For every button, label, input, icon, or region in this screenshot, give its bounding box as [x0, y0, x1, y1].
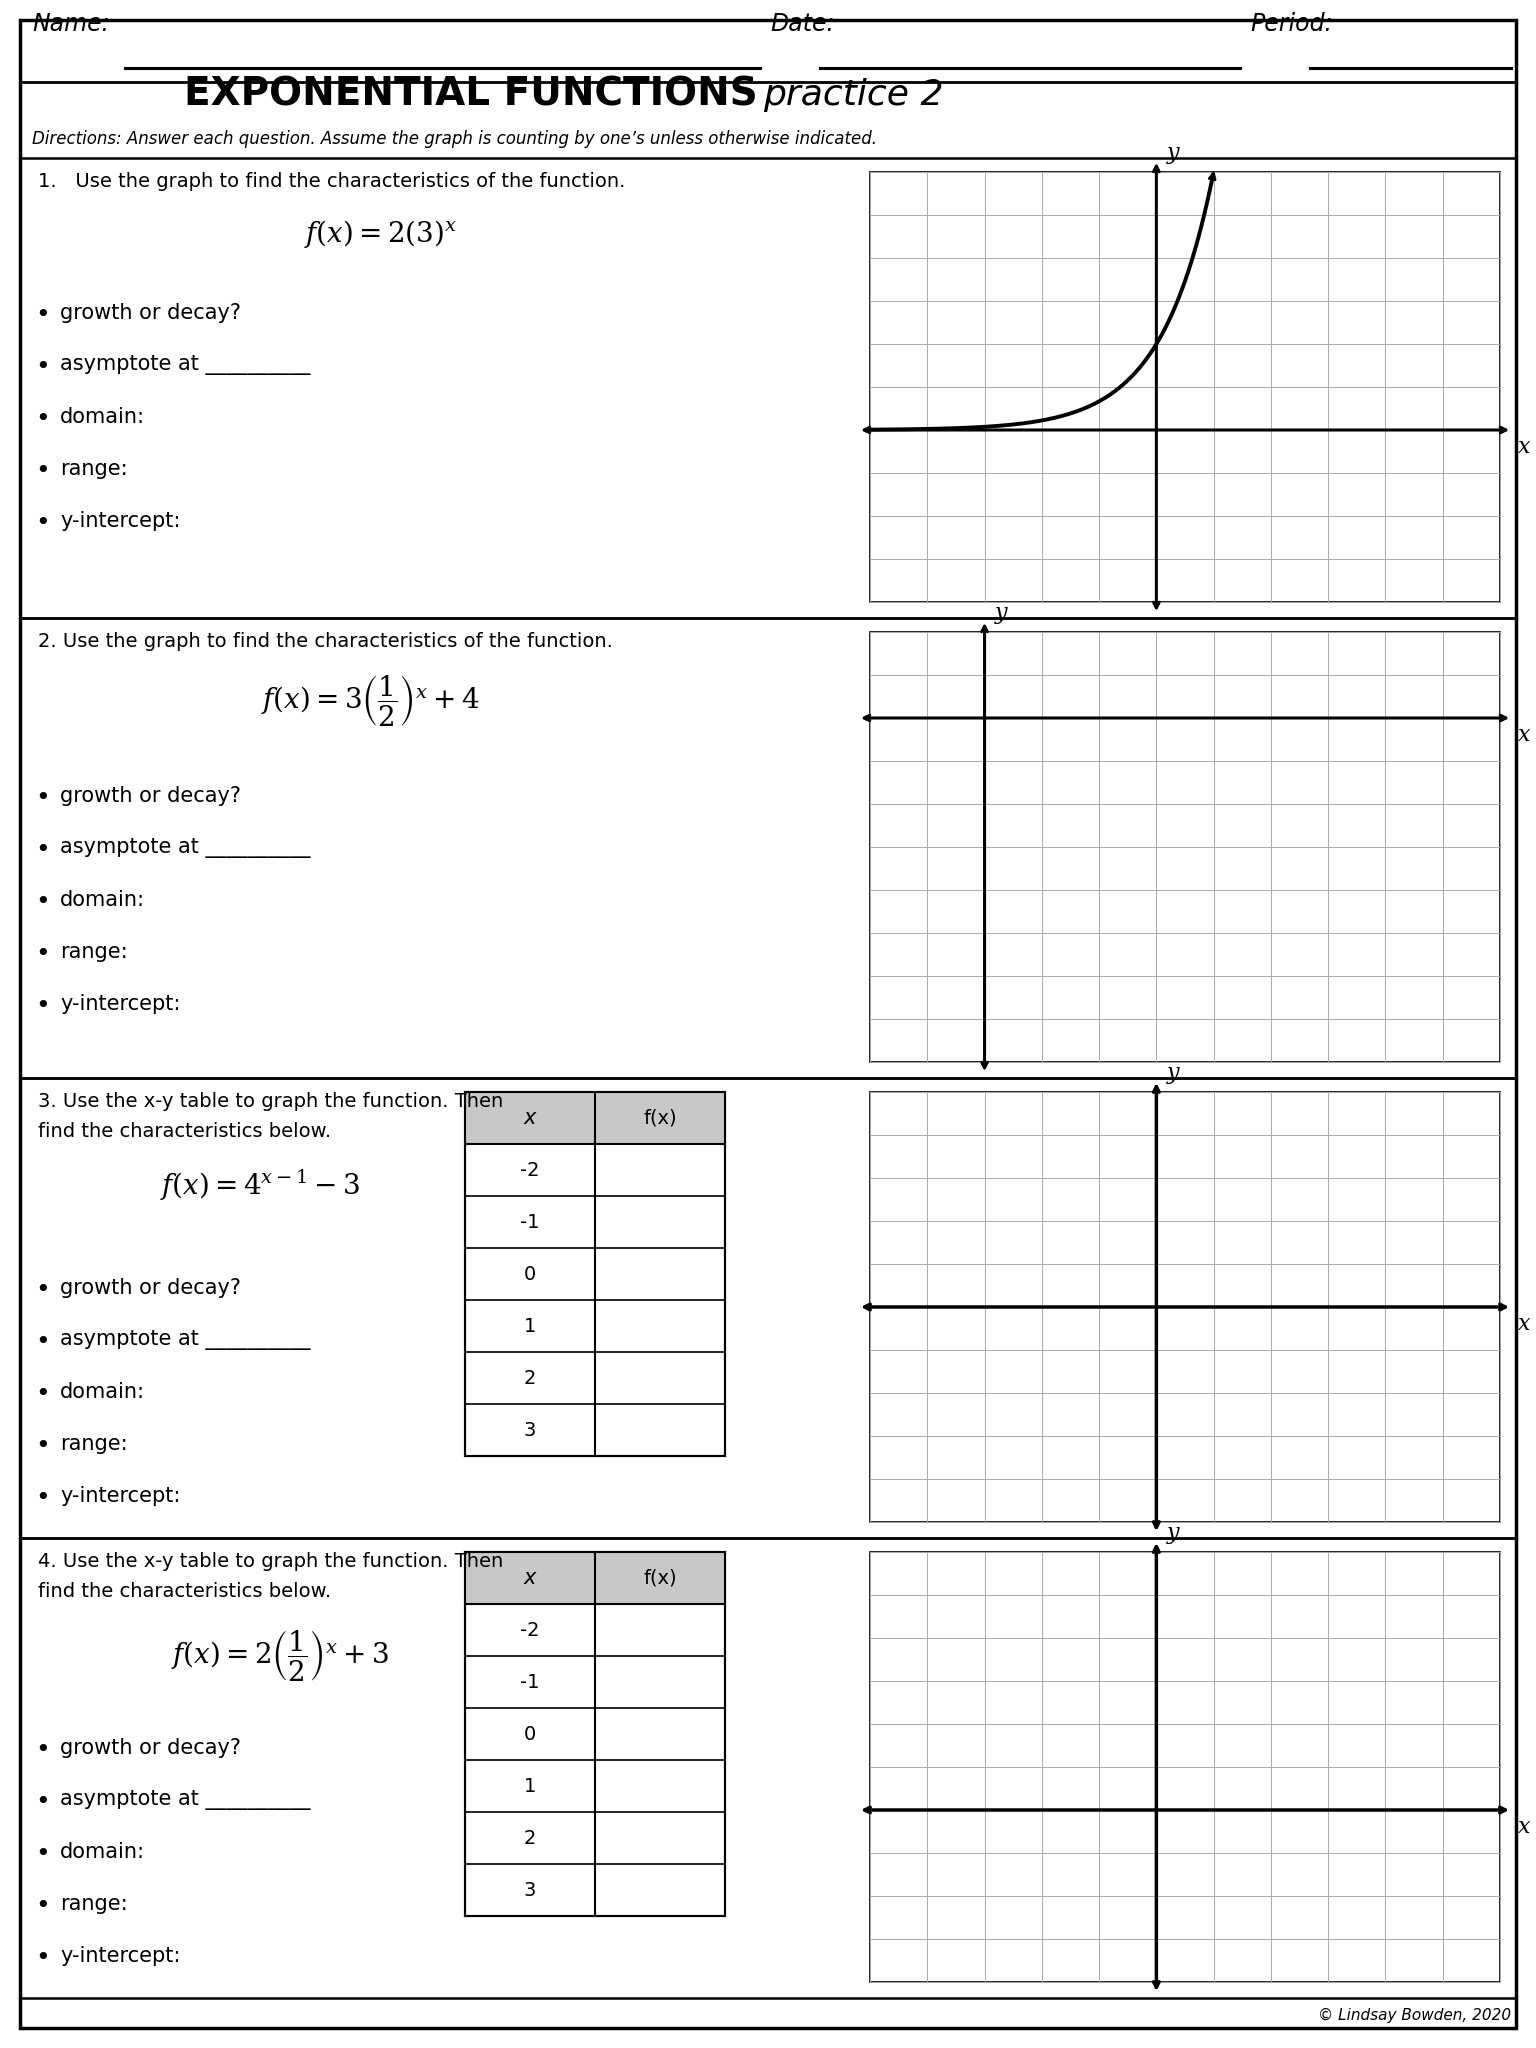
Text: •: • [35, 1487, 49, 1509]
Text: y-intercept:: y-intercept: [60, 512, 180, 530]
Text: asymptote at __________: asymptote at __________ [60, 1329, 310, 1350]
Text: $f(x) = 4^{x-1} - 3$: $f(x) = 4^{x-1} - 3$ [160, 1167, 359, 1204]
Text: range:: range: [60, 459, 127, 479]
Text: •: • [35, 1329, 49, 1354]
Bar [869, 172, 1501, 602]
Text: f(x): f(x) [644, 1569, 677, 1587]
Text: •: • [35, 1739, 49, 1761]
Text: domain:: domain: [60, 1382, 144, 1403]
Text: find the characteristics below.: find the characteristics below. [38, 1581, 332, 1602]
Text: x: x [1518, 436, 1530, 459]
Text: growth or decay?: growth or decay? [60, 303, 241, 324]
Text: x: x [1518, 725, 1530, 745]
Bar [20, 618, 1516, 1077]
Text: •: • [35, 1841, 49, 1866]
Text: •: • [35, 1382, 49, 1407]
Text: y-intercept:: y-intercept: [60, 1946, 180, 1966]
Text: y-intercept:: y-intercept: [60, 1487, 180, 1505]
Bar [20, 1077, 1516, 1538]
Text: 3: 3 [524, 1421, 536, 1440]
Text: growth or decay?: growth or decay? [60, 1278, 241, 1298]
Text: •: • [35, 891, 49, 913]
Text: 3. Use the x-y table to graph the function. Then: 3. Use the x-y table to graph the functi… [38, 1092, 504, 1110]
Text: asymptote at __________: asymptote at __________ [60, 354, 310, 375]
Text: $f(x) = 2\left(\dfrac{1}{2}\right)^{x} + 3$: $f(x) = 2\left(\dfrac{1}{2}\right)^{x} +… [170, 1628, 389, 1683]
Text: -1: -1 [521, 1673, 539, 1692]
Text: 0: 0 [524, 1724, 536, 1743]
Bar [869, 633, 1501, 1063]
Bar [869, 1092, 1501, 1522]
Text: asymptote at __________: asymptote at __________ [60, 1790, 310, 1810]
Text: practice 2: practice 2 [763, 78, 943, 113]
Bar [465, 1552, 725, 1917]
Text: •: • [35, 1946, 49, 1970]
Text: growth or decay?: growth or decay? [60, 786, 241, 807]
Text: 4. Use the x-y table to graph the function. Then: 4. Use the x-y table to graph the functi… [38, 1552, 504, 1571]
Bar [20, 1538, 1516, 1999]
Text: -1: -1 [521, 1212, 539, 1231]
Text: range:: range: [60, 942, 127, 963]
Text: •: • [35, 942, 49, 967]
Text: y: y [1166, 1063, 1180, 1083]
Text: 0: 0 [524, 1264, 536, 1284]
Text: domain:: domain: [60, 891, 144, 909]
Text: x: x [1518, 1313, 1530, 1335]
Text: Directions: Answer each question. Assume the graph is counting by one’s unless o: Directions: Answer each question. Assume… [32, 129, 877, 147]
Bar [465, 1092, 725, 1145]
Text: f(x): f(x) [644, 1108, 677, 1128]
Text: Period:: Period: [1250, 12, 1333, 37]
Text: •: • [35, 993, 49, 1018]
Text: •: • [35, 786, 49, 811]
Text: 1.   Use the graph to find the characteristics of the function.: 1. Use the graph to find the characteris… [38, 172, 625, 190]
Text: Date:: Date: [770, 12, 834, 37]
Text: •: • [35, 354, 49, 379]
Text: $f(x) = 3\left(\dfrac{1}{2}\right)^{x} + 4$: $f(x) = 3\left(\dfrac{1}{2}\right)^{x} +… [261, 674, 479, 727]
Text: range:: range: [60, 1434, 127, 1454]
Text: domain:: domain: [60, 1841, 144, 1862]
Text: 1: 1 [524, 1776, 536, 1796]
Text: Name:: Name: [32, 12, 109, 37]
Bar [869, 1552, 1501, 1982]
Text: y: y [1166, 141, 1180, 164]
Text: y: y [1166, 1522, 1180, 1544]
Text: 3: 3 [524, 1880, 536, 1898]
Text: growth or decay?: growth or decay? [60, 1739, 241, 1757]
Bar [465, 1092, 725, 1456]
Text: x: x [1518, 1817, 1530, 1837]
Text: $f(x) = 2(3)^{x}$: $f(x) = 2(3)^{x}$ [304, 217, 456, 250]
Text: •: • [35, 512, 49, 535]
Text: EXPONENTIAL FUNCTIONS: EXPONENTIAL FUNCTIONS [184, 76, 757, 115]
Text: •: • [35, 838, 49, 862]
Text: asymptote at __________: asymptote at __________ [60, 838, 310, 858]
Text: find the characteristics below.: find the characteristics below. [38, 1122, 332, 1141]
Text: x: x [524, 1108, 536, 1128]
Text: •: • [35, 408, 49, 430]
Text: x: x [524, 1569, 536, 1587]
Text: -2: -2 [521, 1161, 539, 1180]
Text: domain:: domain: [60, 408, 144, 426]
Text: 2: 2 [524, 1829, 536, 1847]
Text: -2: -2 [521, 1620, 539, 1640]
Text: 2: 2 [524, 1368, 536, 1386]
Text: 2. Use the graph to find the characteristics of the function.: 2. Use the graph to find the characteris… [38, 633, 613, 651]
Bar [20, 158, 1516, 618]
Text: •: • [35, 459, 49, 483]
Bar [465, 1552, 725, 1604]
Text: •: • [35, 1278, 49, 1303]
Text: •: • [35, 1894, 49, 1919]
Text: y-intercept:: y-intercept: [60, 993, 180, 1014]
Text: •: • [35, 303, 49, 328]
Text: y: y [994, 602, 1008, 625]
Text: 1: 1 [524, 1317, 536, 1335]
Text: •: • [35, 1434, 49, 1458]
Text: © Lindsay Bowden, 2020: © Lindsay Bowden, 2020 [1318, 2007, 1511, 2023]
Text: range:: range: [60, 1894, 127, 1915]
Text: •: • [35, 1790, 49, 1815]
